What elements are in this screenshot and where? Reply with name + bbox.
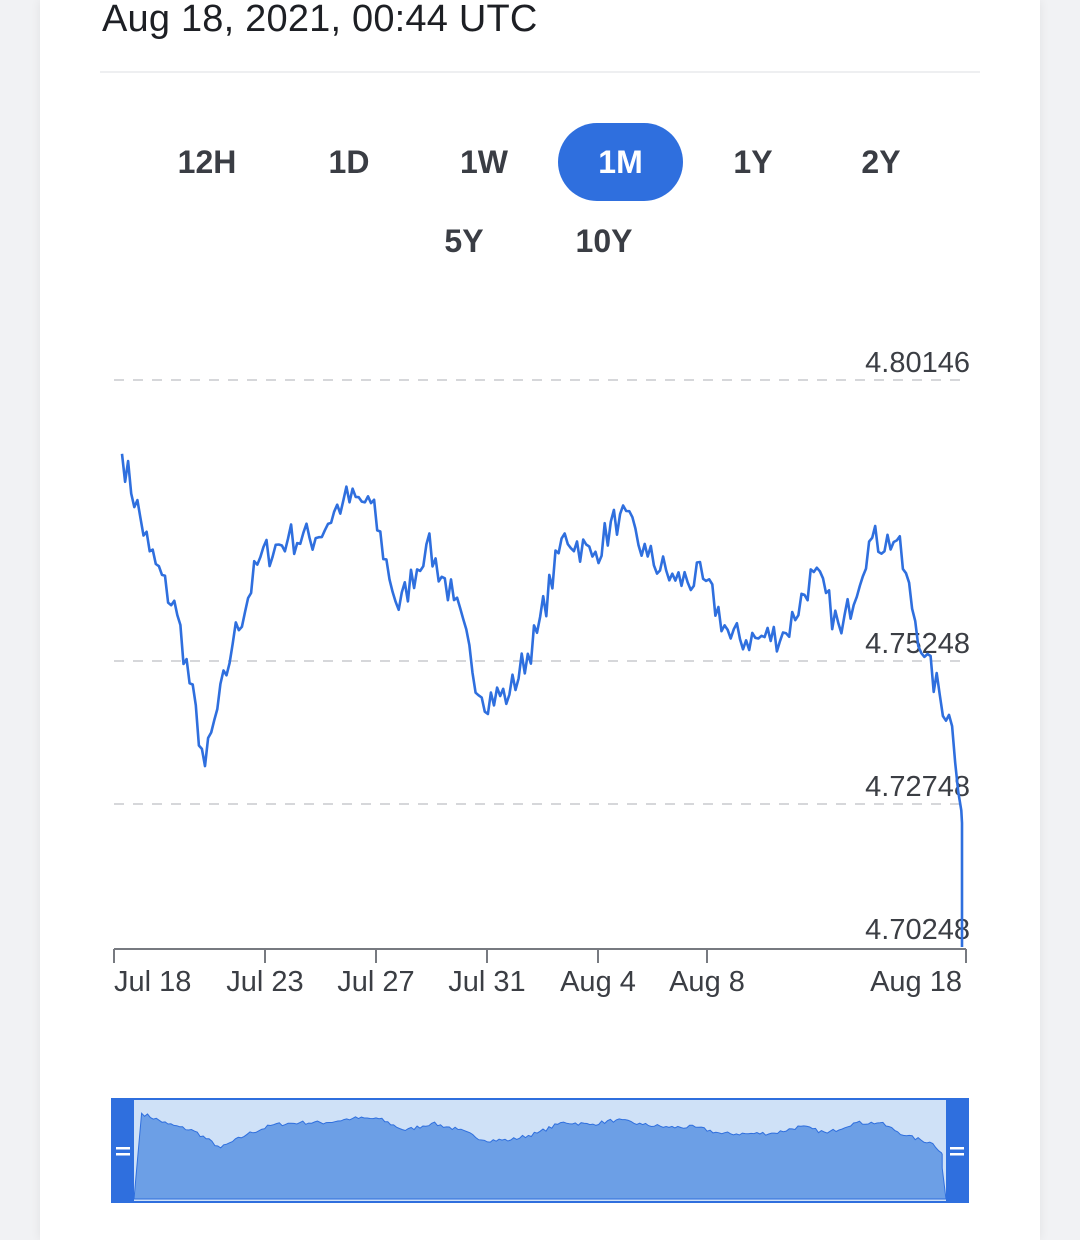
y-tick-label: 4.80146: [865, 347, 970, 379]
x-tick-label: Jul 27: [337, 966, 414, 998]
timestamp: Aug 18, 2021, 00:44 UTC: [102, 0, 538, 40]
grip-icon: [116, 1147, 130, 1150]
range-button-2y[interactable]: 2Y: [819, 123, 943, 201]
range-button-1d[interactable]: 1D: [287, 123, 411, 201]
range-button-1w[interactable]: 1W: [422, 123, 546, 201]
x-tick-label: Jul 23: [226, 966, 303, 998]
x-tick-label: Aug 4: [560, 966, 636, 998]
x-tick-label: Jul 31: [448, 966, 525, 998]
y-tick-label: 4.70248: [865, 914, 970, 946]
grip-icon: [116, 1153, 130, 1156]
range-button-12h[interactable]: 12H: [145, 123, 269, 201]
navigator-area: [133, 1112, 947, 1200]
x-tick-label: Aug 8: [669, 966, 745, 998]
y-tick-label: 4.72748: [865, 771, 970, 803]
x-tick-label: Jul 18: [114, 966, 191, 998]
header-divider: [100, 71, 980, 73]
range-button-1y[interactable]: 1Y: [691, 123, 815, 201]
range-navigator[interactable]: [111, 1098, 969, 1203]
grip-icon: [950, 1153, 964, 1156]
range-button-1m[interactable]: 1M: [558, 123, 683, 201]
price-series-line: [120, 453, 964, 947]
navigator-handle-left[interactable]: [112, 1099, 134, 1202]
x-tick-label: Aug 18: [870, 966, 962, 998]
exchange-rate-card: Aug 18, 2021, 00:44 UTC 12H 1D 1W 1M 1Y …: [40, 0, 1040, 1240]
range-button-10y[interactable]: 10Y: [542, 202, 666, 280]
navigator-handle-right[interactable]: [946, 1099, 968, 1202]
grip-icon: [950, 1147, 964, 1150]
range-button-5y[interactable]: 5Y: [402, 202, 526, 280]
